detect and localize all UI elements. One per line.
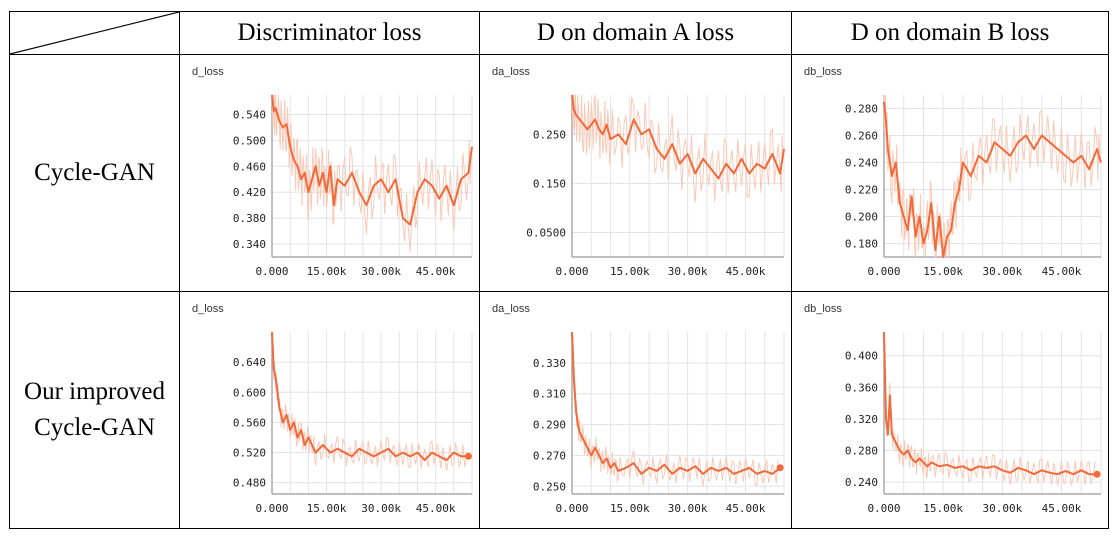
x-tick-label: 15.00k — [923, 265, 963, 278]
smoothed-series-line — [271, 331, 469, 462]
y-tick-label: 0.180 — [845, 238, 878, 251]
chart-d-loss-cycle-gan: d_loss 0.540 0.500 0.460 0.420 0.380 0.340 0.00… — [192, 66, 473, 278]
raw-series-line — [271, 331, 467, 471]
chart-cell-5: db_loss 0.400 0.360 0.320 0.280 0.240 0.000 15.… — [791, 291, 1109, 529]
x-tick-label: 30.00k — [982, 265, 1022, 278]
x-tick-label: 15.00k — [923, 502, 963, 515]
smoothed-series-line — [883, 331, 1098, 476]
raw-series-line — [272, 94, 472, 252]
x-tick-label: 45.00k — [726, 502, 766, 515]
x-tick-label: 0.000 — [255, 265, 288, 278]
x-tick-label: 0.000 — [867, 265, 900, 278]
y-tick-label: 0.460 — [233, 160, 266, 173]
y-tick-label: 0.360 — [845, 381, 878, 394]
y-tick-label: 0.480 — [233, 477, 266, 490]
y-tick-label: 0.640 — [233, 356, 266, 369]
column-header-domain-a: D on domain A loss — [479, 11, 792, 55]
y-tick-label: 0.420 — [233, 186, 266, 199]
y-tick-label: 0.280 — [845, 445, 878, 458]
y-tick-label: 0.220 — [845, 184, 878, 197]
corner-diagonal — [10, 12, 179, 54]
smoothed-series-line — [271, 94, 473, 226]
x-tick-label: 30.00k — [361, 502, 401, 515]
y-tick-label: 0.560 — [233, 416, 266, 429]
y-tick-label: 0.380 — [233, 212, 266, 225]
column-header-discriminator: Discriminator loss — [179, 11, 480, 55]
y-tick-label: 0.320 — [845, 413, 878, 426]
chart-title: da_loss — [492, 66, 530, 78]
y-tick-label: 0.240 — [845, 476, 878, 489]
y-tick-label: 0.310 — [533, 388, 566, 401]
row-label-line: Our improved — [24, 378, 165, 405]
chart-db-loss-cycle-gan: db_loss 0.280 0.260 0.240 0.220 0.200 0.180 0.0… — [804, 66, 1102, 278]
chart-d-loss-improved: d_loss 0.640 0.600 0.560 0.520 0.480 0.000 15.0… — [192, 303, 473, 515]
chart-title: d_loss — [192, 66, 224, 78]
y-tick-label: 0.150 — [533, 177, 566, 190]
chart-cell-3: d_loss 0.640 0.600 0.560 0.520 0.480 0.000 15.0… — [179, 291, 480, 529]
series-end-point — [1093, 470, 1101, 478]
y-tick-label: 0.520 — [233, 447, 266, 460]
x-tick-label: 30.00k — [982, 502, 1022, 515]
chart-cell-2: db_loss 0.280 0.260 0.240 0.220 0.200 0.180 0.0… — [791, 54, 1109, 292]
y-tick-label: 0.600 — [233, 386, 266, 399]
x-tick-label: 45.00k — [416, 265, 456, 278]
chart-da-loss-improved: da_loss 0.330 0.310 0.290 0.270 0.250 0.000 15.… — [492, 303, 785, 515]
series-end-point — [776, 464, 784, 472]
x-tick-label: 30.00k — [668, 502, 708, 515]
x-tick-label: 15.00k — [307, 265, 347, 278]
y-tick-label: 0.280 — [845, 103, 878, 116]
x-tick-label: 0.000 — [255, 502, 288, 515]
x-tick-label: 45.00k — [1042, 502, 1082, 515]
chart-cell-0: d_loss 0.540 0.500 0.460 0.420 0.380 0.340 0.00… — [179, 54, 480, 292]
chart-title: d_loss — [192, 303, 224, 315]
x-tick-label: 45.00k — [416, 502, 456, 515]
raw-series-line — [883, 94, 1101, 259]
raw-series-line — [883, 343, 1096, 486]
chart-db-loss-improved: db_loss 0.400 0.360 0.320 0.280 0.240 0.000 15.… — [804, 303, 1102, 515]
column-header-domain-b: D on domain B loss — [791, 11, 1109, 55]
smoothed-series-line — [571, 94, 785, 180]
y-tick-label: 0.240 — [845, 157, 878, 170]
row-label-cycle-gan: Cycle-GAN — [9, 54, 180, 292]
y-tick-label: 0.200 — [845, 211, 878, 224]
x-tick-label: 45.00k — [726, 265, 766, 278]
x-tick-label: 0.000 — [867, 502, 900, 515]
y-tick-label: 0.340 — [233, 238, 266, 251]
chart-title: da_loss — [492, 303, 530, 315]
row-label-line: Cycle-GAN — [34, 414, 155, 441]
x-tick-label: 30.00k — [668, 265, 708, 278]
smoothed-series-line — [883, 101, 1102, 258]
series-end-point — [464, 452, 472, 460]
y-tick-label: 0.260 — [845, 130, 878, 143]
chart-cell-1: da_loss 0.250 0.150 0.0500 0.000 15.00k 30.00k… — [479, 54, 792, 292]
smoothed-series-line — [571, 331, 781, 475]
x-tick-label: 30.00k — [361, 265, 401, 278]
chart-title: db_loss — [804, 66, 842, 78]
y-tick-label: 0.0500 — [526, 226, 566, 239]
x-tick-label: 0.000 — [555, 502, 588, 515]
row-label-improved-cycle-gan: Our improved Cycle-GAN — [9, 291, 180, 529]
corner-cell — [9, 11, 180, 55]
x-tick-label: 15.00k — [610, 265, 650, 278]
y-tick-label: 0.400 — [845, 350, 878, 363]
y-tick-label: 0.270 — [533, 449, 566, 462]
y-tick-label: 0.290 — [533, 419, 566, 432]
y-tick-label: 0.250 — [533, 480, 566, 493]
chart-cell-4: da_loss 0.330 0.310 0.290 0.270 0.250 0.000 15.… — [479, 291, 792, 529]
y-tick-label: 0.250 — [533, 128, 566, 141]
x-tick-label: 0.000 — [555, 265, 588, 278]
chart-title: db_loss — [804, 303, 842, 315]
comparison-table: Discriminator loss D on domain A loss D … — [9, 11, 1109, 529]
chart-da-loss-cycle-gan: da_loss 0.250 0.150 0.0500 0.000 15.00k 30.00k… — [492, 66, 785, 278]
x-tick-label: 15.00k — [307, 502, 347, 515]
raw-series-line — [571, 94, 784, 203]
row-label-line: Cycle-GAN — [34, 159, 155, 186]
y-tick-label: 0.500 — [233, 134, 266, 147]
raw-series-line — [571, 341, 779, 488]
y-tick-label: 0.330 — [533, 357, 566, 370]
x-tick-label: 45.00k — [1042, 265, 1082, 278]
x-tick-label: 15.00k — [610, 502, 650, 515]
y-tick-label: 0.540 — [233, 108, 266, 121]
